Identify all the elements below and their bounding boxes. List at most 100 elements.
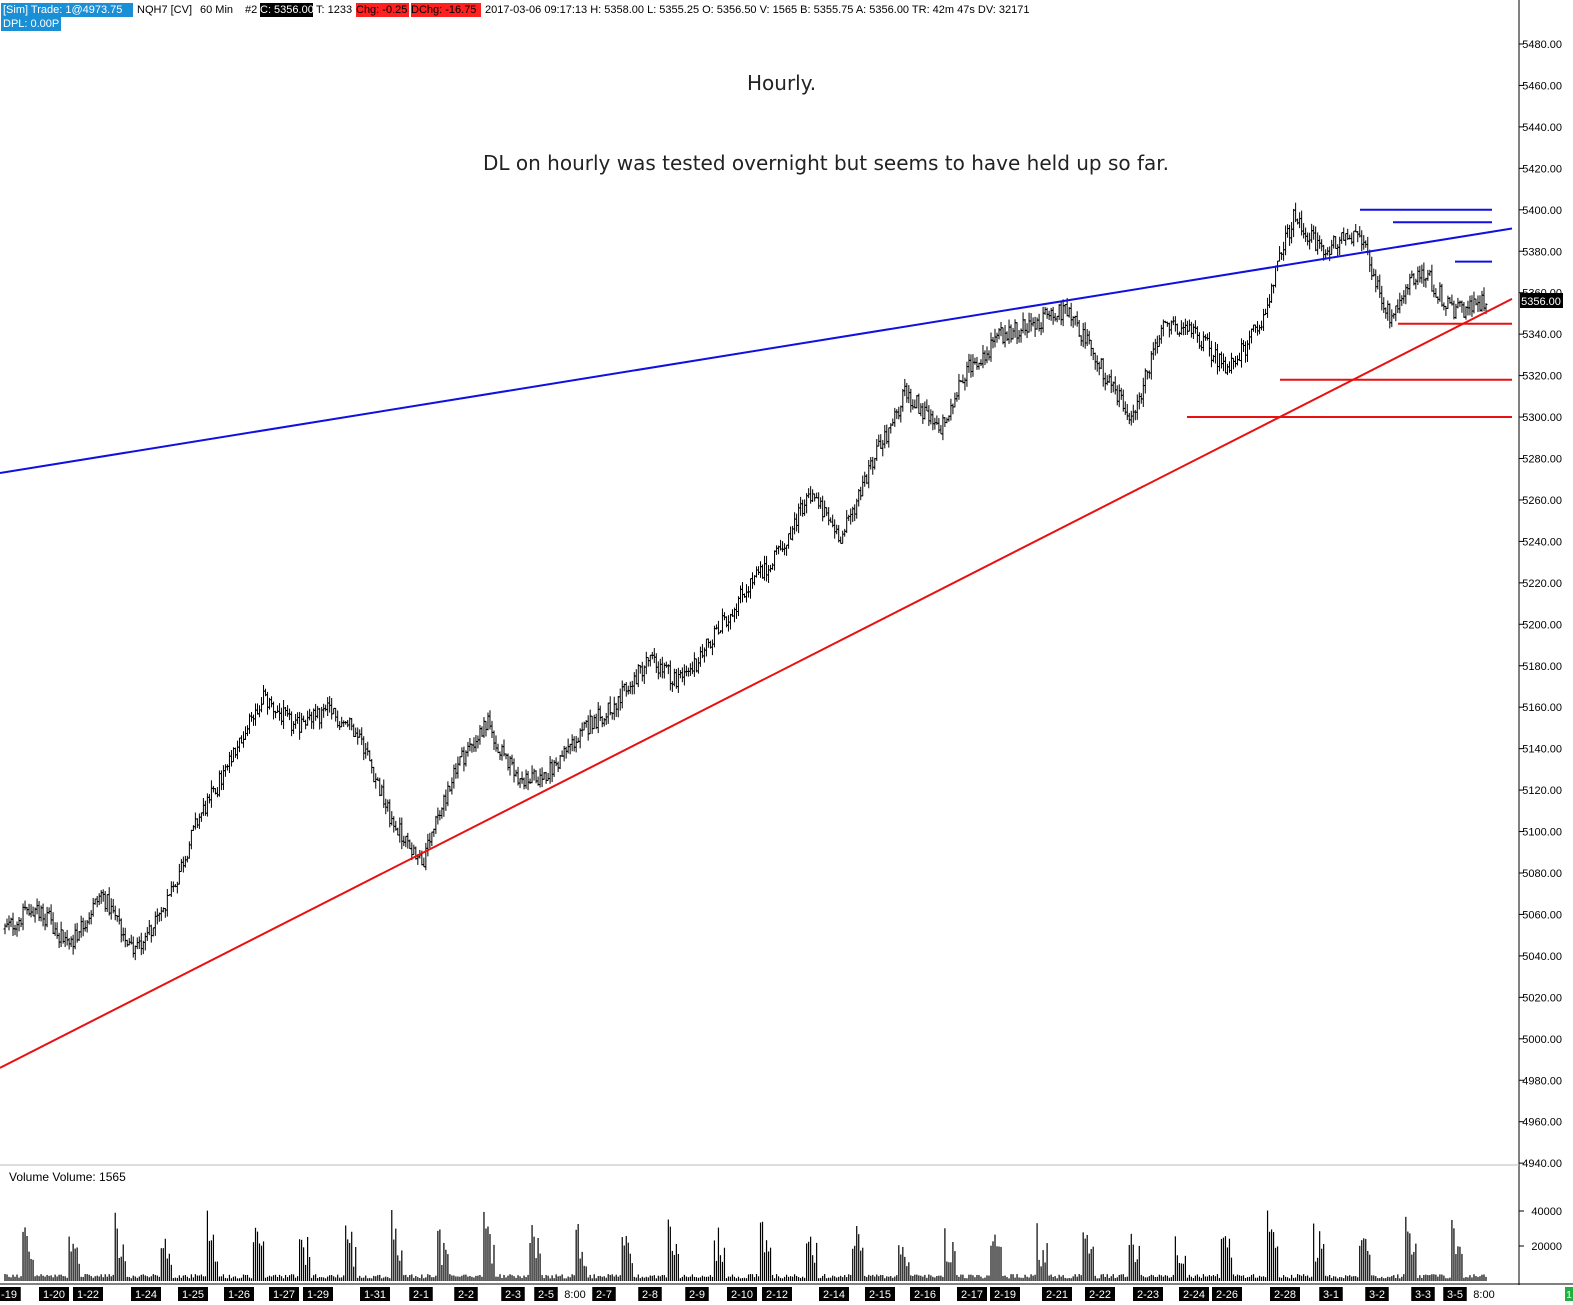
price-tick-label: 4980.00: [1522, 1075, 1562, 1087]
price-tick-label: 5040.00: [1522, 951, 1562, 963]
date-tag-bg: [1443, 1287, 1467, 1301]
volume-tick-label: 40000: [1531, 1206, 1562, 1218]
date-tag-bg: [269, 1287, 299, 1301]
support-trendline: [0, 298, 1513, 1069]
resistance-trendline: [0, 227, 1513, 474]
price-tick-label: 5260.00: [1522, 495, 1562, 507]
date-label: 1-27: [273, 1289, 295, 1301]
date-label: 2-14: [823, 1289, 845, 1301]
ticks-label: T: 1233: [316, 4, 353, 16]
date-tag-bg: [638, 1287, 662, 1301]
date-label: 2-5: [538, 1289, 554, 1301]
price-tick-label: 5020.00: [1522, 992, 1562, 1004]
price-tick-label: 5160.00: [1522, 702, 1562, 714]
date-tag-bg: [224, 1287, 254, 1301]
date-label: 8:00: [1473, 1289, 1494, 1301]
date-tag-bg: [1270, 1287, 1300, 1301]
trade-tag: [Sim] Trade: 1@4973.75: [1, 3, 133, 17]
date-tag-bg: [409, 1287, 433, 1301]
date-label: 2-19: [994, 1289, 1016, 1301]
price-tick-label: 5000.00: [1522, 1034, 1562, 1046]
price-tick-label: 5480.00: [1522, 39, 1562, 51]
date-label: 2-17: [961, 1289, 983, 1301]
interval-label: 60 Min: [200, 4, 234, 16]
date-label: 1-22: [77, 1289, 99, 1301]
date-tag-bg: [1319, 1287, 1343, 1301]
date-label: 2-16: [914, 1289, 936, 1301]
date-label: 2-7: [596, 1289, 612, 1301]
date-label: 3-3: [1415, 1289, 1431, 1301]
price-tick-label: 5240.00: [1522, 536, 1562, 548]
date-label: 3-1: [1323, 1289, 1339, 1301]
corner-tag: 1: [1566, 1290, 1572, 1301]
price-tick-label: 5120.00: [1522, 785, 1562, 797]
date-tag-bg: [534, 1287, 558, 1301]
date-axis: -19 1-20 1-22 1-24 1-25 1-26 1-27 1-29 1-31 2-1 2-…: [0, 1287, 1573, 1301]
date-tag-bg: [957, 1287, 987, 1301]
date-label: 2-8: [642, 1289, 658, 1301]
price-tick-label: 4960.00: [1522, 1117, 1562, 1129]
price-tick-label: 5200.00: [1522, 619, 1562, 631]
date-tag-bg: [0, 1287, 21, 1301]
date-tag-bg: [1133, 1287, 1163, 1301]
date-label: 2-12: [766, 1289, 788, 1301]
date-tag-bg: [1042, 1287, 1072, 1301]
date-tag-bg: [1411, 1287, 1435, 1301]
price-tick-label: 5300.00: [1522, 412, 1562, 424]
price-tick-label: 5180.00: [1522, 661, 1562, 673]
date-label: 1-20: [43, 1289, 65, 1301]
price-tick-label: 5380.00: [1522, 246, 1562, 258]
date-tag-bg: [819, 1287, 849, 1301]
date-label: 3-5: [1447, 1289, 1463, 1301]
date-tag-bg: [501, 1287, 525, 1301]
date-label: -19: [1, 1289, 17, 1301]
date-tag-bg: [762, 1287, 792, 1301]
date-label: 2-28: [1274, 1289, 1296, 1301]
change-tag: Chg: -0.25: [356, 3, 409, 17]
price-tick-label: 4940.00: [1522, 1158, 1562, 1170]
date-tag-bg: [1085, 1287, 1115, 1301]
date-label: 2-24: [1183, 1289, 1205, 1301]
price-tick-label: 5060.00: [1522, 909, 1562, 921]
date-label: 2-23: [1137, 1289, 1159, 1301]
date-label: 2-3: [505, 1289, 521, 1301]
date-label: 2-10: [731, 1289, 753, 1301]
date-tag-bg: [454, 1287, 478, 1301]
quote-stats: 2017-03-06 09:17:13 H: 5358.00 L: 5355.2…: [485, 4, 1030, 16]
price-axis: 5480.00 5460.00 5440.00 5420.00 5400.00 5380.…: [1519, 39, 1562, 1170]
close-tag: C: 5356.00: [260, 3, 313, 17]
date-tag-bg: [39, 1287, 69, 1301]
date-label: 2-22: [1089, 1289, 1111, 1301]
dchange-tag: DChg: -16.75: [411, 3, 481, 17]
price-tick-label: 5340.00: [1522, 329, 1562, 341]
price-tick-label: 5140.00: [1522, 744, 1562, 756]
volume-label: Volume Volume: 1565: [9, 1170, 126, 1184]
price-tick-label: 5100.00: [1522, 827, 1562, 839]
price-tick-label: 5220.00: [1522, 578, 1562, 590]
price-tick-label: 5420.00: [1522, 163, 1562, 175]
date-tag-bg: [865, 1287, 895, 1301]
date-label: 3-2: [1369, 1289, 1385, 1301]
date-tag-bg: [303, 1287, 333, 1301]
chart-title-note: Hourly.: [747, 71, 817, 95]
date-tag-bg: [910, 1287, 940, 1301]
dpl-tag: DPL: 0.00P: [1, 17, 61, 31]
date-tag-bg: [1179, 1287, 1209, 1301]
date-tag-bg: [727, 1287, 757, 1301]
date-tag-bg: [178, 1287, 208, 1301]
price-tick-label: 5400.00: [1522, 205, 1562, 217]
chart-comment-note: DL on hourly was tested overnight but se…: [483, 151, 1170, 175]
date-label: 2-9: [689, 1289, 705, 1301]
count-tag: #2: [245, 4, 258, 16]
date-tag-bg: [1365, 1287, 1389, 1301]
date-label: 1-24: [135, 1289, 157, 1301]
price-tick-label: 5320.00: [1522, 371, 1562, 383]
price-bars: [3, 202, 1488, 961]
date-tag-bg: [990, 1287, 1020, 1301]
price-tick-label: 5440.00: [1522, 122, 1562, 134]
trade-label: Trade: 1@4973.75: [30, 4, 123, 16]
date-label: 8:00: [564, 1289, 585, 1301]
date-tag-bg: [685, 1287, 709, 1301]
